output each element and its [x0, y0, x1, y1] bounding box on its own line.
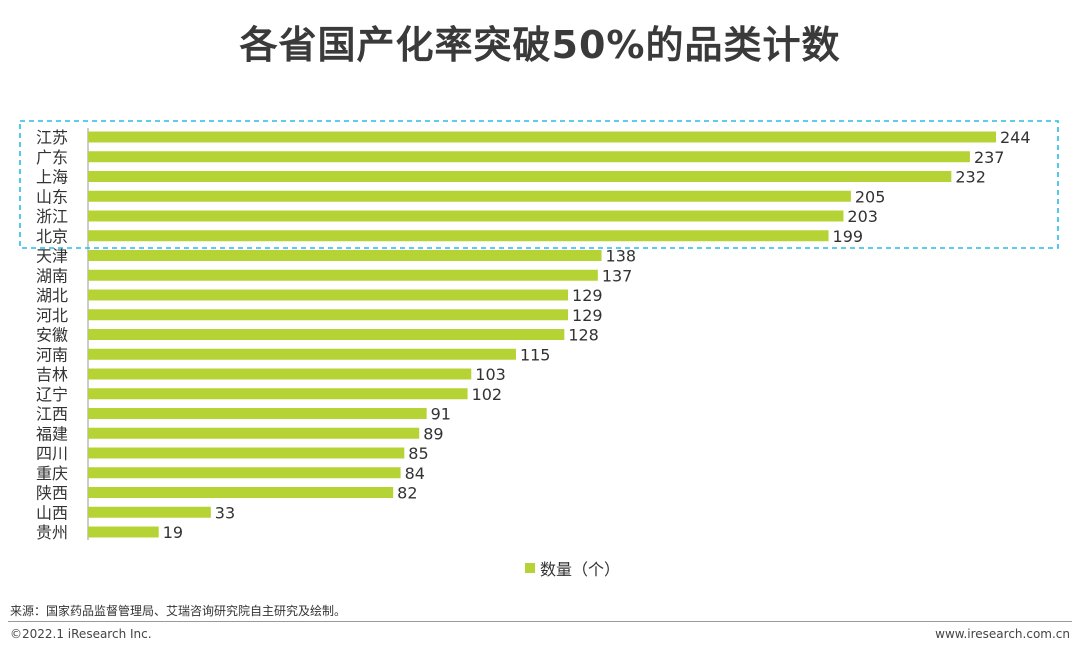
category-label: 山东 [36, 187, 68, 206]
value-label: 244 [1000, 128, 1031, 147]
category-label: 辽宁 [36, 385, 68, 404]
chart-title: 各省国产化率突破50%的品类计数 [239, 23, 841, 67]
legend: 数量（个） [525, 556, 620, 580]
value-label: 89 [423, 424, 443, 443]
value-label: 199 [833, 227, 864, 246]
bar [88, 388, 468, 400]
legend-label: 数量（个） [540, 560, 621, 579]
bar [88, 171, 952, 182]
category-label: 陕西 [36, 484, 68, 503]
footer-divider [8, 621, 1072, 622]
value-label: 91 [431, 405, 451, 424]
category-label: 北京 [36, 227, 68, 246]
value-label: 115 [520, 345, 551, 364]
value-label: 19 [163, 523, 183, 542]
value-label: 102 [472, 385, 503, 404]
value-label: 203 [847, 207, 878, 226]
bar [88, 368, 472, 380]
value-label: 205 [855, 187, 886, 206]
bar [88, 230, 829, 242]
value-label: 129 [572, 286, 603, 305]
bar [88, 506, 211, 518]
value-label: 103 [475, 365, 506, 384]
value-label: 82 [397, 484, 417, 503]
value-label: 138 [606, 247, 637, 266]
bar [88, 447, 405, 459]
copyright-text: ©2022.1 iResearch Inc. [10, 627, 152, 641]
category-label: 河北 [36, 306, 68, 325]
bar [88, 269, 598, 281]
category-label: 江西 [36, 405, 68, 424]
category-label: 吉林 [36, 365, 68, 384]
bar [88, 526, 159, 538]
value-label: 137 [602, 266, 633, 285]
value-label: 129 [572, 306, 603, 325]
bar-chart: 江苏 244 广东 237 上海 232 山东 205 浙江 203 北京 199 天津 138 湖南 137… [19, 120, 1059, 542]
category-label: 重庆 [36, 464, 68, 483]
value-label: 128 [568, 326, 599, 345]
bar [88, 427, 420, 439]
highlight-box [19, 120, 1059, 249]
category-label: 安徽 [36, 326, 68, 345]
bar [88, 348, 516, 360]
category-label: 湖南 [36, 266, 68, 285]
category-label: 山西 [36, 503, 68, 522]
category-label: 浙江 [36, 207, 68, 226]
value-label: 85 [408, 444, 428, 463]
bars-layer: 江苏 244 广东 237 上海 232 山东 205 浙江 203 北京 199 天津 138 湖南 137… [36, 128, 1031, 542]
category-label: 广东 [36, 148, 68, 167]
bar [88, 190, 851, 202]
value-label: 232 [955, 168, 986, 187]
bar [88, 487, 394, 498]
bar [88, 210, 844, 222]
bar [88, 131, 996, 143]
category-label: 贵州 [36, 523, 68, 542]
value-label: 237 [974, 148, 1005, 167]
category-label: 天津 [36, 247, 68, 266]
category-label: 河南 [36, 345, 68, 364]
category-label: 四川 [36, 444, 68, 463]
value-label: 33 [215, 503, 235, 522]
category-label: 湖北 [36, 286, 68, 305]
category-label: 江苏 [36, 128, 68, 147]
bar [88, 467, 401, 479]
category-label: 上海 [36, 168, 68, 187]
bar [88, 250, 602, 261]
source-note: 来源：国家药品监督管理局、艾瑞咨询研究院自主研究及绘制。 [10, 604, 347, 618]
bar [88, 329, 565, 340]
website-text: www.iresearch.com.cn [935, 627, 1070, 641]
bar [88, 151, 970, 163]
bar [88, 408, 427, 419]
bar [88, 309, 569, 321]
category-label: 福建 [36, 424, 68, 443]
value-label: 84 [405, 464, 425, 483]
bar [88, 289, 569, 301]
legend-swatch [525, 563, 535, 573]
